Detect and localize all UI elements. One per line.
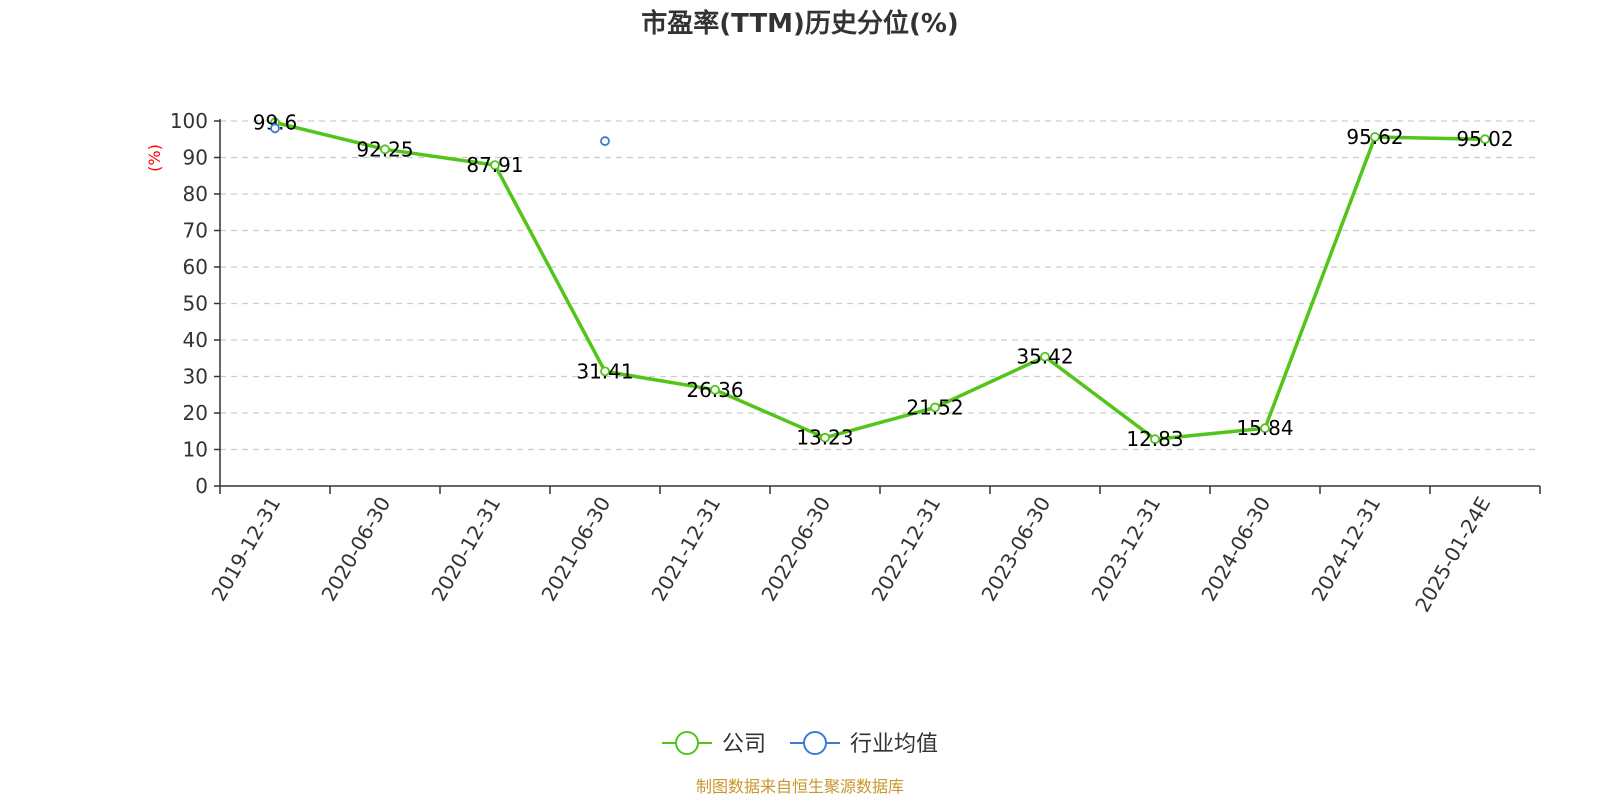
x-tick-label: 2021-06-30	[536, 493, 615, 606]
x-tick-label: 2024-12-31	[1306, 493, 1385, 606]
x-tick-label: 2024-06-30	[1196, 493, 1275, 606]
y-tick-label: 0	[195, 474, 208, 498]
series-line-company	[274, 120, 1486, 441]
grid-lines	[220, 120, 1540, 451]
x-tick-label: 2023-12-31	[1086, 493, 1165, 606]
x-tick-label: 2023-06-30	[976, 493, 1055, 606]
x-ticks: 2019-12-31 2020-06-30 2020-12-31 2021-06-30…	[206, 486, 1541, 617]
y-tick-label: 70	[183, 219, 208, 243]
legend-swatch-circle	[803, 731, 827, 755]
data-point-company[interactable]	[490, 160, 500, 171]
x-tick-label: 2022-12-31	[866, 493, 945, 606]
data-source-note: 制图数据来自恒生聚源数据库	[696, 777, 904, 796]
data-point-company[interactable]	[1150, 434, 1160, 445]
y-tick-label: 50	[183, 292, 208, 316]
x-tick-label: 2019-12-31	[206, 493, 285, 606]
plot-area: 99.692.2587.9131.4126.3613.2321.5235.421…	[253, 110, 1514, 451]
data-point-company[interactable]	[600, 366, 610, 377]
x-tick-label: 2020-06-30	[316, 493, 395, 606]
y-tick-label: 10	[183, 438, 208, 462]
y-tick-label: 60	[183, 255, 208, 279]
data-label: 21.52	[906, 395, 963, 419]
axes	[219, 119, 1540, 487]
data-label: 95.62	[1346, 125, 1403, 149]
data-point-company[interactable]	[1480, 134, 1490, 145]
y-tick-label: 100	[170, 109, 208, 133]
data-point-company[interactable]	[930, 402, 940, 413]
x-tick-label: 2025-01-24E	[1410, 493, 1495, 617]
data-point-company[interactable]	[1260, 423, 1270, 434]
legend-swatch-circle	[675, 731, 699, 755]
y-tick-label: 80	[183, 182, 208, 206]
x-tick-label: 2022-06-30	[756, 493, 835, 606]
legend-item-industry[interactable]: 行业均值	[790, 731, 938, 757]
data-label: 15.84	[1236, 416, 1293, 440]
data-label: 26.36	[686, 378, 743, 402]
legend-label: 公司	[722, 732, 766, 757]
y-tick-label: 90	[183, 146, 208, 170]
data-label: 35.42	[1016, 345, 1073, 369]
y-tick-label: 20	[183, 401, 208, 425]
data-label: 92.25	[356, 137, 413, 161]
data-point-industry[interactable]	[270, 123, 280, 134]
y-axis-label: (%)	[145, 144, 164, 172]
x-tick-label: 2020-12-31	[426, 493, 505, 606]
data-point-company[interactable]	[380, 144, 390, 155]
legend-label: 行业均值	[850, 732, 938, 757]
y-tick-label: 30	[183, 365, 208, 389]
legend[interactable]: 公司 行业均值	[662, 731, 938, 757]
chart-title: 市盈率(TTM)历史分位(%)	[641, 8, 959, 39]
y-tick-label: 40	[183, 328, 208, 352]
y-ticks: 0 10 20 30 40 50 60 70 80 90 100	[170, 109, 220, 498]
data-point-industry[interactable]	[600, 136, 610, 146]
data-point-company[interactable]	[1370, 132, 1380, 142]
data-label: 87.91	[466, 153, 523, 177]
legend-item-company[interactable]: 公司	[662, 731, 766, 757]
data-point-company[interactable]	[710, 384, 720, 395]
data-label: 13.23	[796, 426, 853, 450]
data-label: 31.41	[576, 359, 633, 383]
data-label: 95.02	[1456, 127, 1513, 151]
x-tick-label: 2021-12-31	[646, 493, 725, 606]
data-point-company[interactable]	[820, 432, 830, 443]
data-point-company[interactable]	[1040, 351, 1050, 362]
data-label: 12.83	[1126, 427, 1183, 451]
